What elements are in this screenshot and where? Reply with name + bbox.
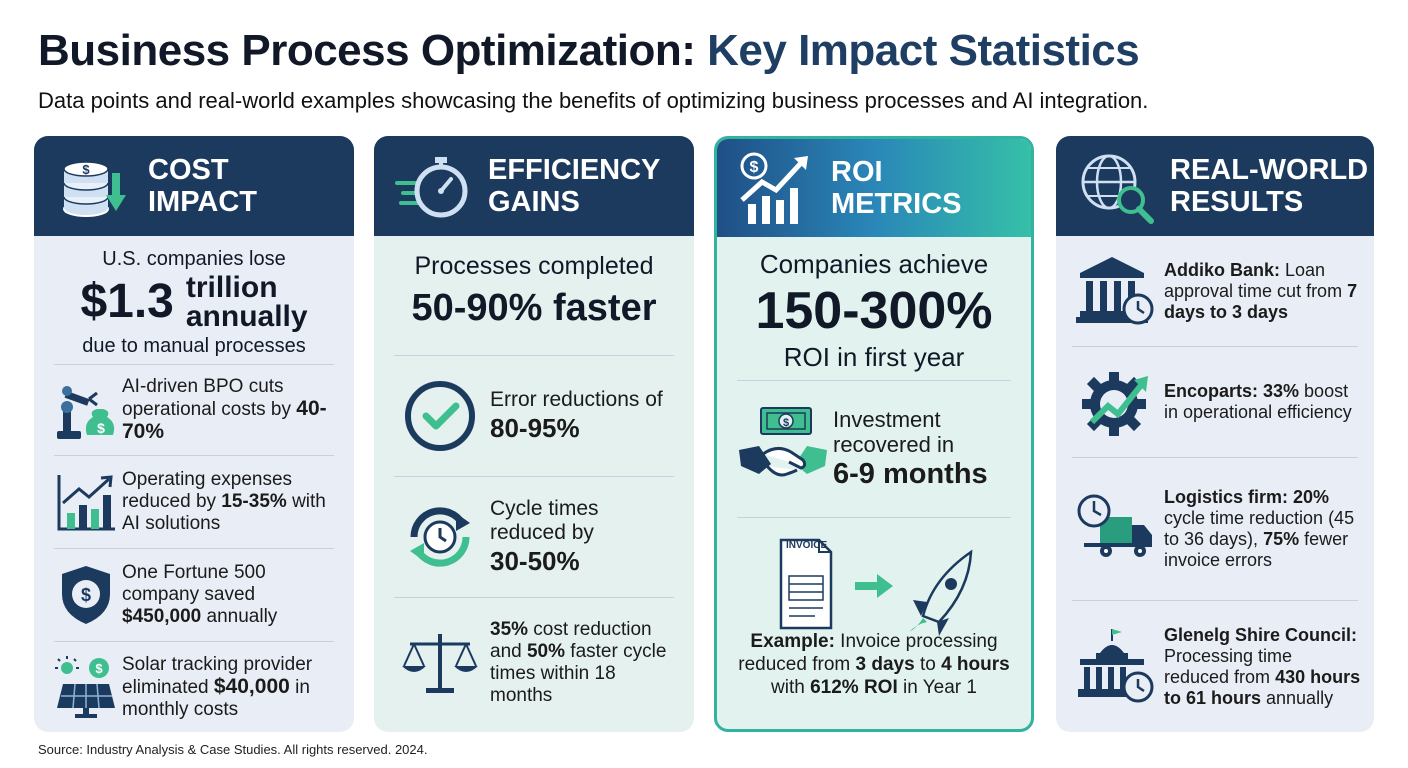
page-title: Business Process Optimization: Key Impac… xyxy=(38,26,1140,76)
hero-value: 50-90% faster xyxy=(411,287,657,329)
bank-clock-icon xyxy=(1068,251,1164,331)
title-accent: Key Impact Statistics xyxy=(707,26,1140,75)
invoice-label: INVOICE xyxy=(786,540,828,551)
robot-arm-money-bag-icon: $ xyxy=(50,374,122,446)
cost-hero-stat: U.S. companies lose $1.3 trillion annuall… xyxy=(80,248,308,357)
cost-impact-card: $ COST IMPACT U.S. companies lose $1.3 tr… xyxy=(34,136,354,732)
roi-example: Example: Invoice processing reduced from… xyxy=(738,631,1010,698)
card-header: $ ROI METRICS xyxy=(717,139,1031,237)
card-header: EFFICIENCY GAINS xyxy=(374,136,694,236)
svg-text:$: $ xyxy=(783,417,789,429)
list-item: Error reductions of 80-95% xyxy=(390,356,678,476)
real-world-results-card: REAL-WORLD RESULTS Addiko Bank: Loan appr… xyxy=(1056,136,1374,732)
roi-metrics-card: $ ROI METRICS Companies achieve 150-300% … xyxy=(714,136,1034,732)
svg-text:$: $ xyxy=(95,661,103,676)
svg-text:$: $ xyxy=(97,420,105,436)
coins-down-arrow-icon: $ xyxy=(52,145,134,227)
bar-chart-up-icon xyxy=(50,466,122,538)
invoice-rocket-icon xyxy=(779,538,973,636)
card-heading: COST IMPACT xyxy=(148,154,258,218)
card-header: REAL-WORLD RESULTS xyxy=(1056,136,1374,236)
stopwatch-speed-icon xyxy=(392,145,474,227)
roi-hero-stat: Companies achieve 150-300% ROI in first … xyxy=(733,237,1015,380)
card-heading: EFFICIENCY GAINS xyxy=(488,154,661,218)
svg-text:$: $ xyxy=(82,162,90,177)
title-main: Business Process Optimization: xyxy=(38,26,708,75)
svg-text:$: $ xyxy=(750,159,759,176)
list-item: Operating expenses reduced by 15-35% wit… xyxy=(50,456,338,548)
list-item: $ AI-driven BPO cuts operational costs b… xyxy=(50,365,338,455)
balance-scale-icon xyxy=(390,627,490,699)
dollar-growth-chart-icon: $ xyxy=(735,147,817,229)
truck-clock-icon xyxy=(1068,489,1164,569)
list-item: $ One Fortune 500 company saved $450,000… xyxy=(50,549,338,641)
list-item: Logistics firm: 20% cycle time reduction… xyxy=(1068,458,1362,600)
council-building-clock-icon xyxy=(1068,627,1164,707)
handshake-money-icon: $ xyxy=(733,399,833,499)
hero-value: 150-300% xyxy=(755,282,993,340)
efficiency-hero-stat: Processes completed 50-90% faster xyxy=(390,236,678,355)
gear-growth-icon xyxy=(1068,362,1164,442)
efficiency-gains-card: EFFICIENCY GAINS Processes completed 50-9… xyxy=(374,136,694,732)
page-subtitle: Data points and real-world examples show… xyxy=(38,88,1149,113)
shield-dollar-icon: $ xyxy=(50,559,122,631)
clock-cycle-icon xyxy=(390,501,490,573)
list-item: Encoparts: 33% boost in operational effi… xyxy=(1068,347,1362,457)
list-item: $ Investment recovered in 6-9 months xyxy=(733,381,1015,517)
invoice-to-rocket-illustration: INVOICE xyxy=(733,518,1015,636)
list-item: Cycle times reduced by 30-50% xyxy=(390,477,678,597)
list-item: Glenelg Shire Council: Processing time r… xyxy=(1068,601,1362,732)
card-heading: REAL-WORLD RESULTS xyxy=(1170,154,1369,218)
source-footnote: Source: Industry Analysis & Case Studies… xyxy=(38,742,428,757)
list-item: 35% cost reduction and 50% faster cycle … xyxy=(390,598,678,728)
card-header: $ COST IMPACT xyxy=(34,136,354,236)
solar-panel-dollar-icon: $ xyxy=(50,651,122,723)
globe-magnifier-icon xyxy=(1074,145,1156,227)
list-item: Addiko Bank: Loan approval time cut from… xyxy=(1068,236,1362,346)
hero-value: $1.3 xyxy=(80,275,174,328)
card-heading: ROI METRICS xyxy=(831,156,962,220)
check-circle-icon xyxy=(390,380,490,452)
list-item: $ Solar tracking provider eliminated $40… xyxy=(50,642,338,732)
svg-text:$: $ xyxy=(81,585,91,605)
